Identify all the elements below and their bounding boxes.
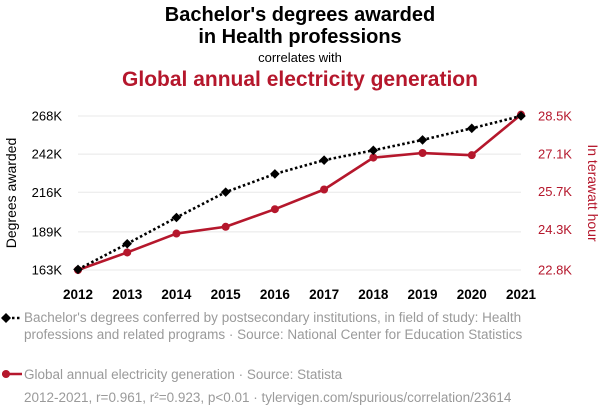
data-point-electricity xyxy=(221,222,230,231)
legend-marker-degrees xyxy=(1,313,11,323)
chart-title-line1: Bachelor's degrees awarded xyxy=(164,4,436,26)
x-tick-label: 2016 xyxy=(260,287,291,302)
y-left-tick-label: 216K xyxy=(32,185,63,200)
legend-item-electricity: Global annual electricity generation · S… xyxy=(24,366,342,383)
x-tick-label: 2017 xyxy=(309,287,339,302)
data-point-degrees xyxy=(368,145,379,156)
x-tick-label: 2012 xyxy=(63,287,93,302)
data-point-electricity xyxy=(172,229,181,238)
y-right-tick-label: 27.1K xyxy=(538,146,572,161)
data-point-electricity xyxy=(270,205,279,214)
data-point-degrees xyxy=(73,264,83,275)
legend-marker-electricity xyxy=(2,370,10,378)
data-point-electricity xyxy=(418,149,427,158)
x-tick-label: 2020 xyxy=(457,287,487,302)
data-point-electricity xyxy=(369,153,378,162)
y-right-axis-title: In terawatt hour xyxy=(585,144,600,242)
data-point-degrees xyxy=(417,135,428,145)
data-point-degrees xyxy=(122,238,133,249)
chart-title-line2: in Health professions xyxy=(198,26,402,48)
y-left-tick-label: 268K xyxy=(32,109,63,124)
chart-title-secondary: Global annual electricity generation xyxy=(122,68,478,91)
x-tick-label: 2013 xyxy=(112,287,143,302)
legend-text-electricity: Global annual electricity generation · S… xyxy=(24,367,343,382)
chart-subtitle: correlates with xyxy=(258,50,342,65)
data-point-degrees xyxy=(220,187,231,197)
x-tick-label: 2019 xyxy=(408,287,438,302)
x-tick-label: 2021 xyxy=(506,287,537,302)
series-line-electricity xyxy=(77,113,522,272)
y-left-axis-title: Degrees awarded xyxy=(3,138,19,249)
data-point-electricity xyxy=(123,248,132,257)
data-point-degrees xyxy=(171,212,182,223)
data-point-degrees xyxy=(270,169,280,179)
data-point-electricity xyxy=(320,185,329,194)
legend-text-degrees: Bachelor's degrees conferred by postseco… xyxy=(24,310,523,342)
series-line-degrees xyxy=(77,114,522,271)
data-point-degrees xyxy=(516,111,526,121)
legend-item-degrees: Bachelor's degrees conferred by postseco… xyxy=(24,309,584,343)
data-point-degrees xyxy=(319,155,329,165)
data-point-degrees xyxy=(466,123,477,134)
x-tick-label: 2015 xyxy=(211,287,242,302)
y-left-tick-label: 189K xyxy=(32,224,63,239)
y-right-tick-label: 28.5K xyxy=(538,109,572,124)
y-right-tick-label: 25.7K xyxy=(538,184,572,199)
x-tick-label: 2018 xyxy=(358,287,389,302)
data-point-electricity xyxy=(467,151,476,160)
x-tick-label: 2014 xyxy=(161,287,192,302)
y-right-tick-label: 24.3K xyxy=(538,222,572,237)
chart-footer: 2012-2021, r=0.961, r²=0.923, p<0.01 · t… xyxy=(24,390,512,405)
y-right-tick-label: 22.8K xyxy=(538,263,572,278)
y-left-tick-label: 242K xyxy=(32,147,63,162)
y-left-tick-label: 163K xyxy=(32,263,63,278)
